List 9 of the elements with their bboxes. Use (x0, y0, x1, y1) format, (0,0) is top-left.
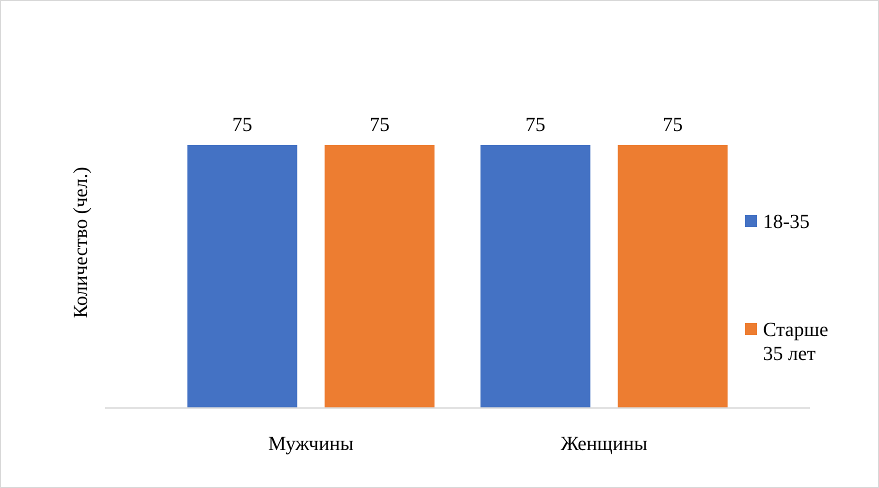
data-label: 75 (370, 114, 390, 136)
x-tick-label: Мужчины (268, 433, 354, 455)
legend-label: Старше 35 лет (763, 319, 828, 365)
legend-label: 18-35 (763, 211, 810, 233)
data-label: 75 (662, 114, 683, 136)
data-label: 75 (525, 114, 546, 136)
y-axis-title: Количество (чел.) (70, 166, 92, 318)
data-label: 75 (232, 114, 252, 136)
x-tick-label: Женщины (560, 433, 648, 455)
